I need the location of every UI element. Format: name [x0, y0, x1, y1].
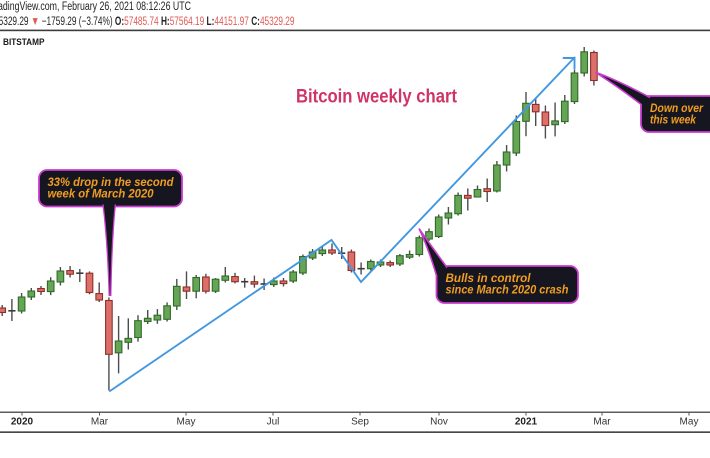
svg-text:Jul: Jul [267, 417, 280, 428]
svg-text:Nov: Nov [430, 417, 448, 428]
svg-text:May: May [177, 417, 196, 428]
svg-text:this week: this week [650, 112, 697, 126]
svg-text:2020: 2020 [11, 417, 34, 428]
svg-text:33% drop in the second: 33% drop in the second [48, 175, 175, 189]
svg-text:May: May [680, 417, 699, 428]
svg-text:Mar: Mar [91, 417, 109, 428]
svg-text:Sep: Sep [351, 417, 369, 428]
svg-text:Down over: Down over [650, 101, 704, 115]
svg-text:2021: 2021 [515, 417, 538, 428]
svg-text:week of March 2020: week of March 2020 [48, 186, 154, 200]
svg-text:since March 2020 crash: since March 2020 crash [446, 282, 569, 296]
svg-text:Mar: Mar [593, 417, 611, 428]
svg-text:Bulls in control: Bulls in control [446, 271, 532, 285]
svg-text:BITSTAMP: BITSTAMP [3, 37, 45, 48]
svg-text:Bitcoin weekly chart: Bitcoin weekly chart [296, 86, 458, 107]
